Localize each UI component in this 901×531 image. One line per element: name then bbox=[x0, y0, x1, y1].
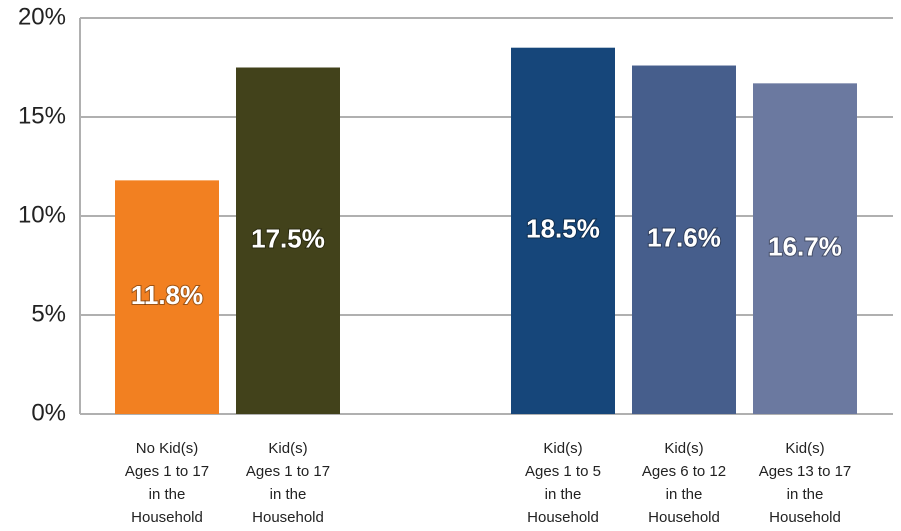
y-tick-label: 20% bbox=[18, 3, 66, 30]
bar bbox=[753, 83, 857, 414]
x-tick-label: Kid(s) bbox=[543, 440, 582, 457]
x-tick-label: in the bbox=[149, 486, 186, 503]
x-tick-label: in the bbox=[545, 486, 582, 503]
value-label: 11.8% bbox=[131, 280, 203, 310]
value-label: 16.7% bbox=[768, 232, 842, 262]
bar bbox=[511, 47, 615, 414]
x-tick-label: Kid(s) bbox=[664, 440, 703, 457]
x-tick-label: Ages 13 to 17 bbox=[759, 463, 852, 480]
value-label: 17.5% bbox=[251, 224, 325, 254]
x-tick-label: Household bbox=[252, 509, 324, 526]
x-tick-label: Household bbox=[769, 509, 841, 526]
y-tick-label: 10% bbox=[18, 201, 66, 228]
x-tick-label: No Kid(s) bbox=[136, 440, 199, 457]
x-tick-label: Ages 1 to 17 bbox=[125, 463, 209, 480]
x-tick-label: in the bbox=[787, 486, 824, 503]
x-tick-label: Kid(s) bbox=[785, 440, 824, 457]
y-tick-label: 0% bbox=[31, 399, 66, 426]
x-tick-label: Household bbox=[527, 509, 599, 526]
bar bbox=[236, 67, 340, 414]
value-label: 17.6% bbox=[647, 223, 721, 253]
bar bbox=[632, 65, 736, 415]
x-tick-label: in the bbox=[270, 486, 307, 503]
x-tick-label: Ages 1 to 5 bbox=[525, 463, 601, 480]
x-tick-label: Ages 6 to 12 bbox=[642, 463, 726, 480]
x-tick-label: in the bbox=[666, 486, 703, 503]
x-tick-label: Ages 1 to 17 bbox=[246, 463, 330, 480]
x-tick-label: Household bbox=[648, 509, 720, 526]
value-label: 18.5% bbox=[526, 214, 600, 244]
x-tick-label: Kid(s) bbox=[268, 440, 307, 457]
y-tick-label: 5% bbox=[31, 300, 66, 327]
x-tick-label: Household bbox=[131, 509, 203, 526]
bar bbox=[115, 180, 219, 414]
y-tick-label: 15% bbox=[18, 102, 66, 129]
